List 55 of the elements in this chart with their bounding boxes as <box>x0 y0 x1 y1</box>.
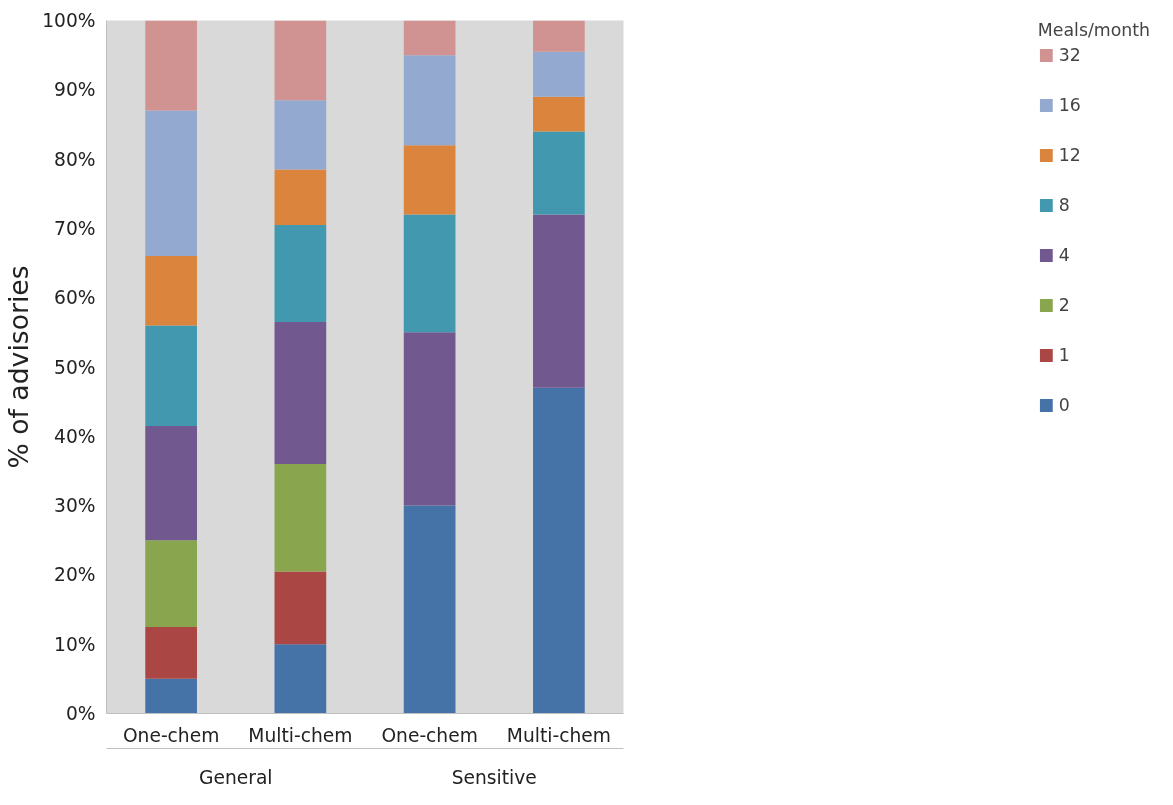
y-axis-title: % of advisories <box>3 265 35 469</box>
legend-label: 0 <box>1058 395 1070 415</box>
legend-label: 16 <box>1058 95 1081 115</box>
y-tick-label: 80% <box>54 148 96 170</box>
bar <box>533 387 585 714</box>
y-tick-label: 60% <box>54 287 96 309</box>
bar <box>403 332 456 506</box>
text: General <box>198 766 273 788</box>
bar <box>274 224 327 322</box>
bar <box>145 110 197 257</box>
y-tick-label: 30% <box>54 495 96 517</box>
y-tick-label: 0% <box>65 703 96 724</box>
bar <box>145 425 197 541</box>
bar <box>145 626 197 679</box>
y-tick-label: 40% <box>54 425 96 447</box>
x-tick-label: One-chem <box>381 724 478 746</box>
bar <box>403 505 456 714</box>
legend-label: 1 <box>1058 345 1070 365</box>
bar <box>145 540 197 627</box>
bar <box>533 20 585 52</box>
bar <box>274 571 327 645</box>
bar <box>145 325 197 426</box>
legend-title: Meals/month <box>1037 20 1150 40</box>
legend-label: 4 <box>1058 245 1070 265</box>
bar <box>145 20 197 111</box>
x-tick-label: Multi-chem <box>506 724 611 746</box>
bar <box>533 96 585 132</box>
bar <box>274 321 327 465</box>
text: Sensitive <box>451 766 537 788</box>
x-tick-label: Multi-chem <box>248 724 353 746</box>
bar <box>145 256 197 326</box>
legend-label: 2 <box>1058 295 1070 315</box>
bar <box>403 55 456 146</box>
bar <box>274 169 327 225</box>
legend-label: 12 <box>1058 145 1081 165</box>
y-tick-label: 100% <box>42 10 96 31</box>
legend-label: 8 <box>1058 195 1070 215</box>
y-tick-label: 20% <box>54 564 96 586</box>
bar <box>533 51 585 97</box>
bar <box>145 678 197 714</box>
y-tick-label: 70% <box>54 217 96 239</box>
legend-label: 32 <box>1058 45 1081 65</box>
bar <box>403 214 456 333</box>
bar <box>533 214 585 388</box>
bar <box>403 145 456 215</box>
bar <box>403 20 456 56</box>
y-tick-label: 90% <box>54 79 96 101</box>
y-tick-label: 50% <box>54 356 96 378</box>
bar <box>274 100 327 170</box>
bar <box>274 464 327 572</box>
bar <box>533 131 585 215</box>
y-tick-label: 10% <box>54 633 96 655</box>
bar <box>274 644 327 714</box>
x-tick-label: One-chem <box>122 724 220 746</box>
bar <box>274 20 327 101</box>
